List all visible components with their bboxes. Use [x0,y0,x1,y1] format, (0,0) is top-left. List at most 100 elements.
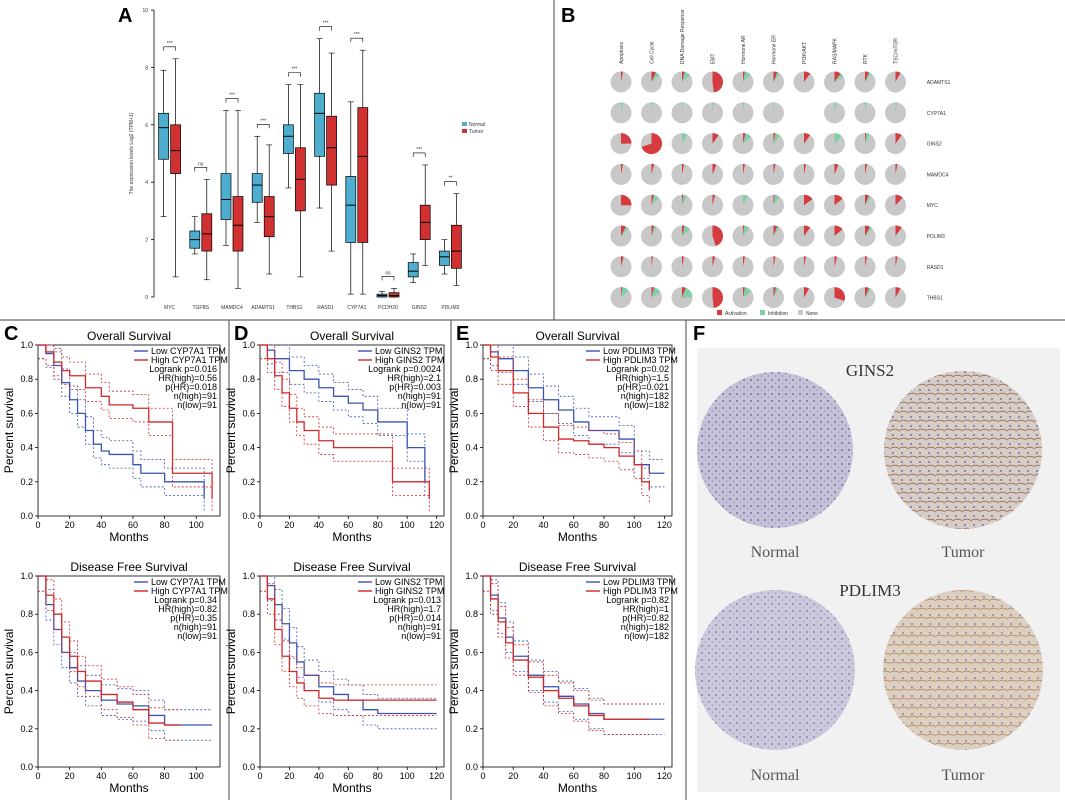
b-pie-activation [712,287,723,309]
km-x-tick-label: 120 [429,771,444,781]
km-high-curve [483,575,650,720]
b-pie-inhibition [712,102,714,113]
b-pie-activation [804,194,813,206]
b-pie-activation [895,256,898,267]
b-pie-activation [621,71,623,82]
km-stat: Logrank p=0.34 [154,595,217,605]
a-category-label: CYP7A1 [347,305,366,311]
boxplot-panel: 0 2 4 6 8 10 The expression levels Log2 (TPM+1… [129,8,485,311]
km-plot-e-overall: Overall Survival 0 20 40 60 80 100 120 0.0 0.2 0.4… [447,329,678,544]
a-sig-label: *** [291,67,297,73]
km-x-tick-label: 120 [429,520,444,530]
b-pie-activation [682,71,685,82]
b-pie-activation [621,194,632,206]
km-stat: HR(high)=0.56 [158,373,217,383]
km-x-tick-label: 40 [314,520,324,530]
b-pie-activation [773,225,778,236]
b-column-label: RAS/MAPK [833,37,839,64]
km-y-tick-label: 0.6 [242,408,255,418]
b-pie-activation [834,287,845,301]
a-box-tumor [232,196,244,252]
b-pie-inhibition [682,225,691,236]
km-y-axis-label: Percent survival [447,629,461,714]
km-high-ci-lower [483,590,650,735]
b-row-label: THBS1 [927,296,943,302]
km-high-ci-upper [483,344,650,477]
km-stat: Logrank p=0.02 [606,364,669,374]
b-row-label: CYP7A1 [927,111,946,117]
a-sig-bracket [350,37,364,43]
km-x-tick-label: 20 [284,520,294,530]
km-legend-label: Low GINS2 TPM [375,577,442,587]
km-x-tick-label: 0 [257,771,262,781]
km-frame [259,344,445,517]
km-y-tick-label: 0.0 [242,762,255,772]
km-y-tick-label: 0.8 [242,374,255,384]
b-row-label: GINS2 [927,142,942,148]
km-stat: Logrank p=0.82 [606,595,669,605]
km-y-tick-label: 0.6 [242,647,255,657]
a-box-normal [158,112,169,160]
km-stat: p(HR)=0.018 [165,382,217,392]
b-column-label: Hormone AR [741,35,747,64]
b-pie-activation [773,256,776,267]
km-high-curve [38,344,213,499]
b-column-label: DNA Damage Response [680,9,686,64]
b-pie-inhibition [651,287,661,298]
km-x-axis-label: Months [558,530,597,544]
b-pie-activation [712,225,723,246]
ihc-label-tumor-2: Tumor [942,767,986,784]
km-x-tick-label: 0 [35,771,40,781]
km-stat: Logrank p=0.013 [373,595,441,605]
b-column-label: RTK [863,53,869,64]
a-box-normal [407,262,419,278]
km-frame [37,575,221,768]
ihc-label-normal-2: Normal [751,767,800,784]
b-pie-inhibition [743,102,745,113]
km-stat: n(high)=91 [398,622,441,632]
km-x-tick-label: 60 [343,771,353,781]
b-pie-activation [712,163,717,175]
b-pie-activation [621,225,627,236]
b-pie-inhibition [651,102,653,113]
km-x-tick-label: 100 [189,771,204,781]
km-y-tick-label: 0.8 [20,609,33,619]
b-legend-swatch [798,310,803,315]
b-pie-activation [865,287,869,298]
km-frame [259,575,445,768]
km-legend-label: High CYP7A1 TPM [151,586,228,596]
km-stat: p(HR)=0.014 [389,613,441,623]
a-legend-label: Tumor [469,129,484,135]
km-x-tick-label: 60 [343,520,353,530]
a-category-label: TGFBS [192,305,209,311]
b-pie-activation [621,256,624,267]
km-high-ci-upper [38,575,181,711]
b-pie-inhibition [773,226,780,236]
b-pie-inhibition [682,102,684,113]
b-pie-activation [865,71,869,82]
km-title: Overall Survival [87,329,171,343]
km-y-tick-label: 0.4 [20,686,33,696]
km-legend-label: High GINS2 TPM [375,586,444,596]
b-pie-inhibition [834,102,837,113]
a-sig-bracket [163,46,176,51]
b-pie-inhibition [773,102,775,113]
b-pie-inhibition [773,287,779,298]
b-pie-activation [895,194,903,206]
a-category-label: MAMDC4 [221,305,243,311]
a-sig-label: ns [385,270,391,276]
b-pie-inhibition [895,102,897,113]
a-sig-label: ** [448,176,452,182]
km-y-axis-label: Percent survival [224,629,238,714]
b-pie-activation [865,133,867,144]
a-box-normal [439,250,450,266]
b-pie-activation [865,256,867,267]
km-stat: HR(high)=2.1 [387,373,441,383]
km-x-axis-label: Months [332,530,371,544]
a-y-tick-label: 8 [145,65,148,71]
b-pie-activation [804,133,811,144]
b-legend-label: None [806,311,818,317]
a-sig-bracket [288,72,301,77]
b-pie-inhibition [682,133,688,144]
km-low-ci-upper [483,575,665,705]
